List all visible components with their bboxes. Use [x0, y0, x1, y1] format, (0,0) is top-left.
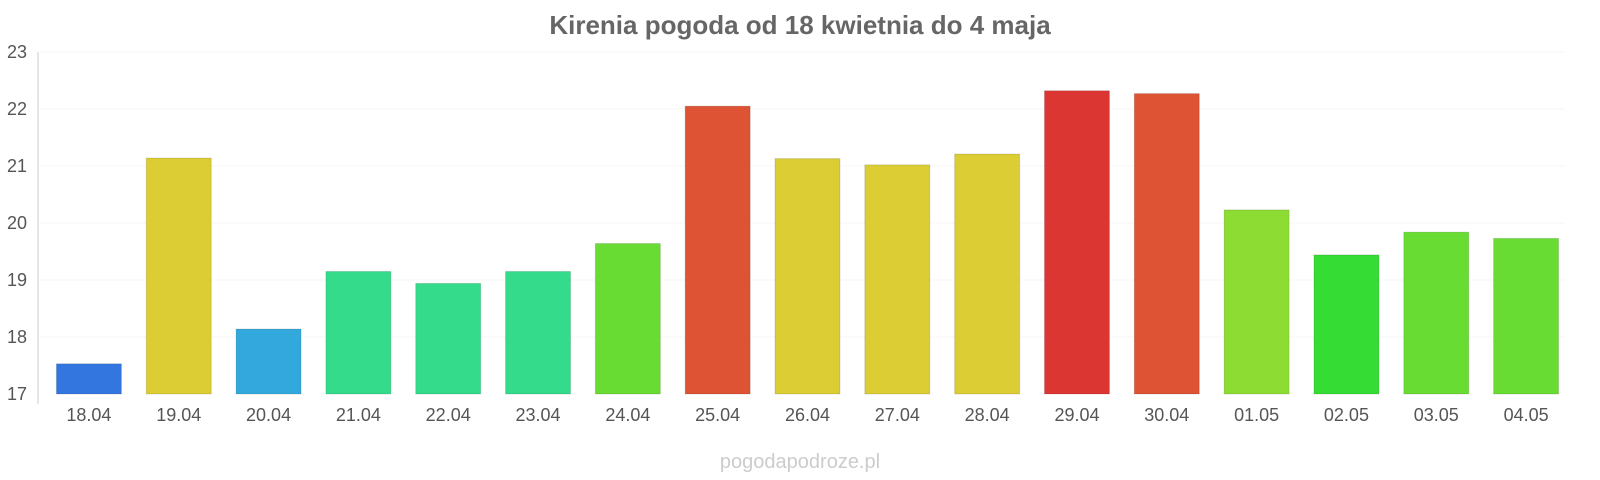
chart-title: Kirenia pogoda od 18 kwietnia do 4 maja — [549, 10, 1051, 40]
x-tick-label: 27.04 — [875, 405, 920, 425]
bar-02.05 — [1313, 254, 1380, 395]
bar-04.05 — [1493, 237, 1560, 395]
x-tick-label: 22.04 — [426, 405, 471, 425]
y-tick-label: 17 — [7, 384, 27, 404]
y-tick-label: 18 — [7, 327, 27, 347]
y-tick-label: 22 — [7, 99, 27, 119]
x-tick-label: 18.04 — [66, 405, 111, 425]
bar-23.04 — [505, 270, 572, 395]
bar-24.04 — [594, 243, 661, 395]
y-tick-label: 21 — [7, 156, 27, 176]
y-tick-label: 20 — [7, 213, 27, 233]
x-tick-label: 28.04 — [965, 405, 1010, 425]
x-tick-label: 29.04 — [1054, 405, 1099, 425]
watermark: pogodapodroze.pl — [719, 451, 881, 473]
x-tick-label: 24.04 — [605, 405, 650, 425]
x-tick-label: 25.04 — [695, 405, 740, 425]
bar-28.04 — [954, 153, 1021, 395]
bar-30.04 — [1133, 93, 1200, 395]
bar-27.04 — [864, 164, 931, 395]
y-tick-label: 23 — [7, 42, 27, 62]
bar-20.04 — [235, 328, 302, 395]
bar-25.04 — [684, 105, 751, 395]
bar-18.04 — [55, 363, 122, 395]
bar-19.04 — [145, 157, 212, 395]
x-tick-label: 20.04 — [246, 405, 291, 425]
x-tick-label: 03.05 — [1414, 405, 1459, 425]
bar-21.04 — [325, 270, 392, 395]
bar-26.04 — [774, 158, 841, 395]
x-tick-label: 02.05 — [1324, 405, 1369, 425]
bar-22.04 — [415, 282, 482, 395]
x-tick-label: 30.04 — [1144, 405, 1189, 425]
x-tick-label: 21.04 — [336, 405, 381, 425]
x-tick-label: 19.04 — [156, 405, 201, 425]
x-tick-label: 26.04 — [785, 405, 830, 425]
bar-29.04 — [1043, 90, 1110, 395]
y-tick-label: 19 — [7, 270, 27, 290]
bar-03.05 — [1403, 231, 1470, 395]
x-tick-label: 04.05 — [1504, 405, 1549, 425]
x-tick-label: 23.04 — [516, 405, 561, 425]
x-tick-label: 01.05 — [1234, 405, 1279, 425]
bar-01.05 — [1223, 209, 1290, 395]
